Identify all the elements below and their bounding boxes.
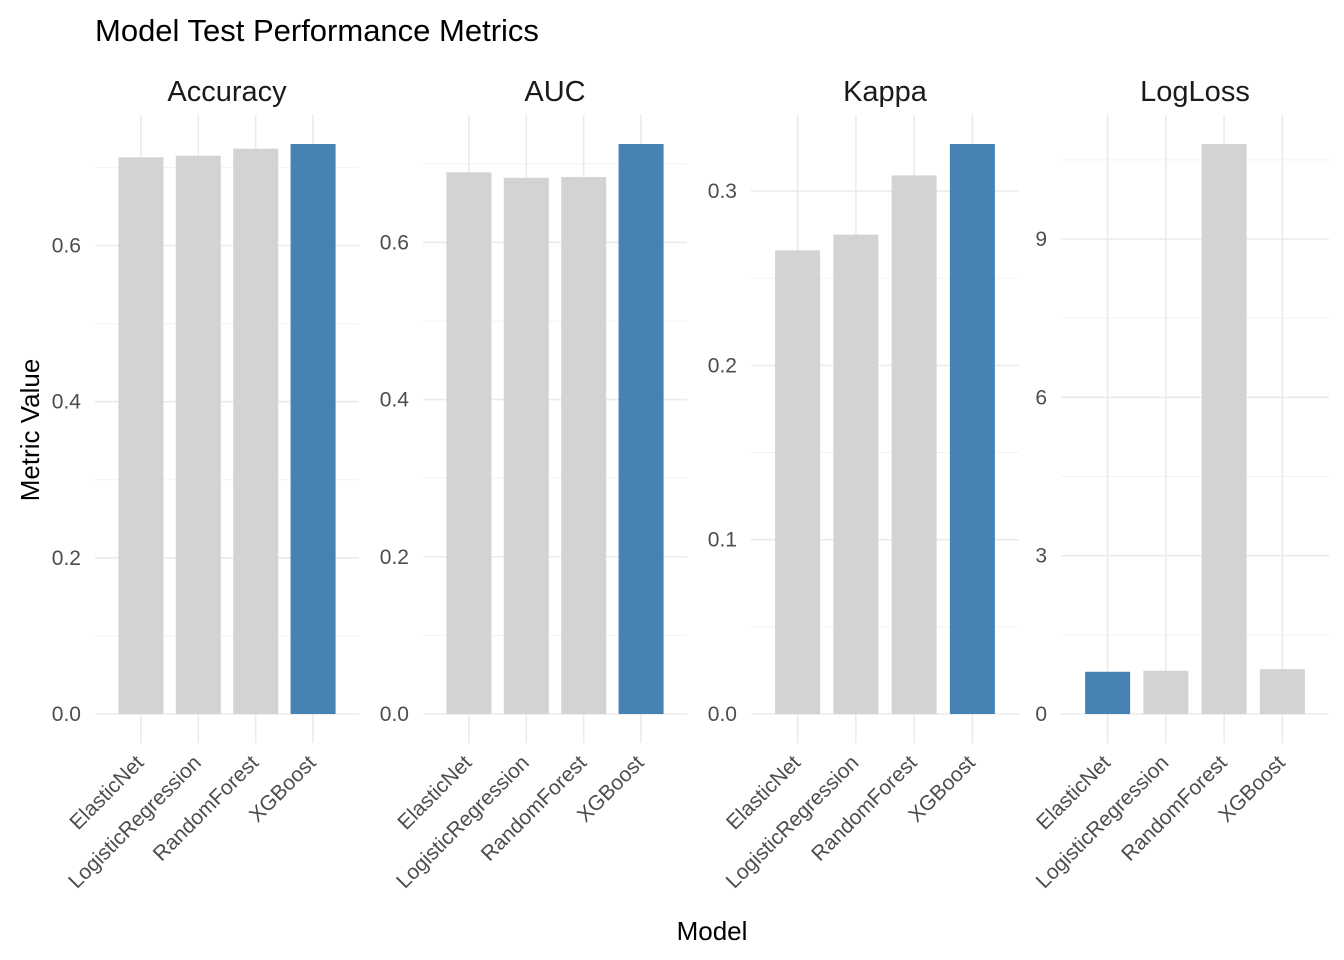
bar-randomforest bbox=[891, 175, 937, 714]
bar-elasticnet bbox=[775, 250, 821, 715]
bar-xgboost bbox=[618, 144, 664, 714]
bar-xgboost bbox=[290, 144, 336, 714]
y-tick-label: 0.0 bbox=[708, 703, 737, 726]
bar-logisticregression bbox=[175, 155, 221, 714]
y-tick-label: 0.6 bbox=[380, 231, 409, 254]
y-tick-label: 0 bbox=[1035, 703, 1047, 726]
chart-panels: 0.00.20.40.6ElasticNetLogisticRegression… bbox=[52, 76, 1329, 893]
panel-logloss: 0369ElasticNetLogisticRegressionRandomFo… bbox=[1032, 76, 1329, 893]
y-tick-label: 0.2 bbox=[380, 546, 409, 569]
x-axis-title: Model bbox=[677, 916, 748, 946]
bar-xgboost bbox=[1259, 669, 1305, 714]
y-tick-label: 0.0 bbox=[380, 703, 409, 726]
x-tick-label: RandomForest bbox=[807, 751, 922, 866]
bar-elasticnet bbox=[446, 172, 492, 714]
x-tick-label: RandomForest bbox=[1117, 751, 1232, 866]
bar-randomforest bbox=[1201, 144, 1247, 714]
y-tick-label: 0.3 bbox=[708, 180, 737, 203]
y-tick-label: 0.6 bbox=[52, 235, 81, 258]
y-tick-label: 6 bbox=[1035, 386, 1047, 409]
facet-label-accuracy: Accuracy bbox=[167, 76, 287, 108]
bar-elasticnet bbox=[1085, 671, 1131, 714]
y-tick-label: 0.1 bbox=[708, 529, 737, 552]
bar-logisticregression bbox=[1143, 670, 1189, 714]
bar-randomforest bbox=[561, 177, 607, 714]
y-tick-label: 0.4 bbox=[52, 391, 82, 414]
bar-xgboost bbox=[949, 144, 995, 714]
y-tick-label: 3 bbox=[1035, 545, 1047, 568]
y-tick-label: 0.4 bbox=[380, 389, 410, 412]
y-axis-title: Metric Value bbox=[15, 359, 45, 502]
facet-label-logloss: LogLoss bbox=[1140, 76, 1250, 108]
chart-title: Model Test Performance Metrics bbox=[95, 13, 539, 48]
facet-label-auc: AUC bbox=[524, 76, 585, 108]
bar-elasticnet bbox=[118, 157, 164, 714]
bar-logisticregression bbox=[833, 234, 879, 714]
panel-kappa: 0.00.10.20.3ElasticNetLogisticRegression… bbox=[708, 76, 1019, 893]
y-tick-label: 0.0 bbox=[52, 703, 81, 726]
facet-label-kappa: Kappa bbox=[843, 76, 928, 108]
y-tick-label: 0.2 bbox=[52, 547, 81, 570]
bar-logisticregression bbox=[503, 177, 549, 715]
y-tick-label: 9 bbox=[1035, 228, 1047, 251]
panel-accuracy: 0.00.20.40.6ElasticNetLogisticRegression… bbox=[52, 76, 359, 893]
y-tick-label: 0.2 bbox=[708, 354, 737, 377]
bar-randomforest bbox=[233, 148, 279, 714]
panel-auc: 0.00.20.40.6ElasticNetLogisticRegression… bbox=[380, 76, 687, 893]
